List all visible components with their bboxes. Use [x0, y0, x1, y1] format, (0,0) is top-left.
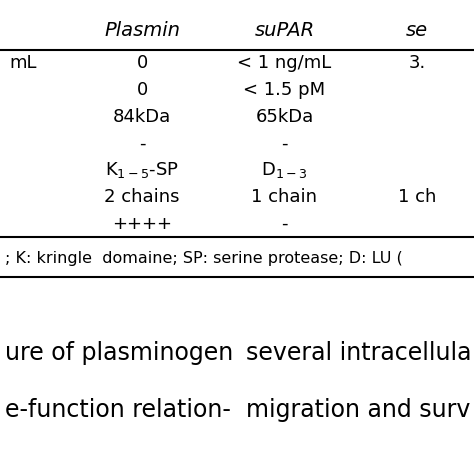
Text: suPAR: suPAR: [255, 21, 314, 40]
Text: several intracellula: several intracellula: [246, 341, 472, 365]
Text: ure of plasminogen: ure of plasminogen: [5, 341, 233, 365]
Text: K$_{1-5}$-SP: K$_{1-5}$-SP: [105, 160, 179, 180]
Text: Plasmin: Plasmin: [104, 21, 180, 40]
Text: 1 chain: 1 chain: [251, 188, 318, 206]
Text: < 1.5 pM: < 1.5 pM: [243, 81, 326, 99]
Text: -: -: [281, 135, 288, 152]
Text: -: -: [281, 215, 288, 233]
Text: migration and surv: migration and surv: [246, 398, 471, 422]
Text: ++++: ++++: [112, 215, 172, 233]
Text: -: -: [139, 135, 146, 152]
Text: 0: 0: [137, 81, 148, 99]
Text: 2 chains: 2 chains: [104, 188, 180, 206]
Text: 1 ch: 1 ch: [398, 188, 436, 206]
Text: ; K: kringle  domaine; SP: serine protease; D: LU (: ; K: kringle domaine; SP: serine proteas…: [5, 251, 402, 266]
Text: 3.: 3.: [409, 54, 426, 72]
Text: 0: 0: [137, 54, 148, 72]
Text: e-function relation-: e-function relation-: [5, 398, 231, 422]
Text: 65kDa: 65kDa: [255, 108, 313, 126]
Text: < 1 ng/mL: < 1 ng/mL: [237, 54, 331, 72]
Text: se: se: [406, 21, 428, 40]
Text: D$_{1-3}$: D$_{1-3}$: [261, 160, 308, 180]
Text: mL: mL: [9, 54, 37, 72]
Text: 84kDa: 84kDa: [113, 108, 171, 126]
